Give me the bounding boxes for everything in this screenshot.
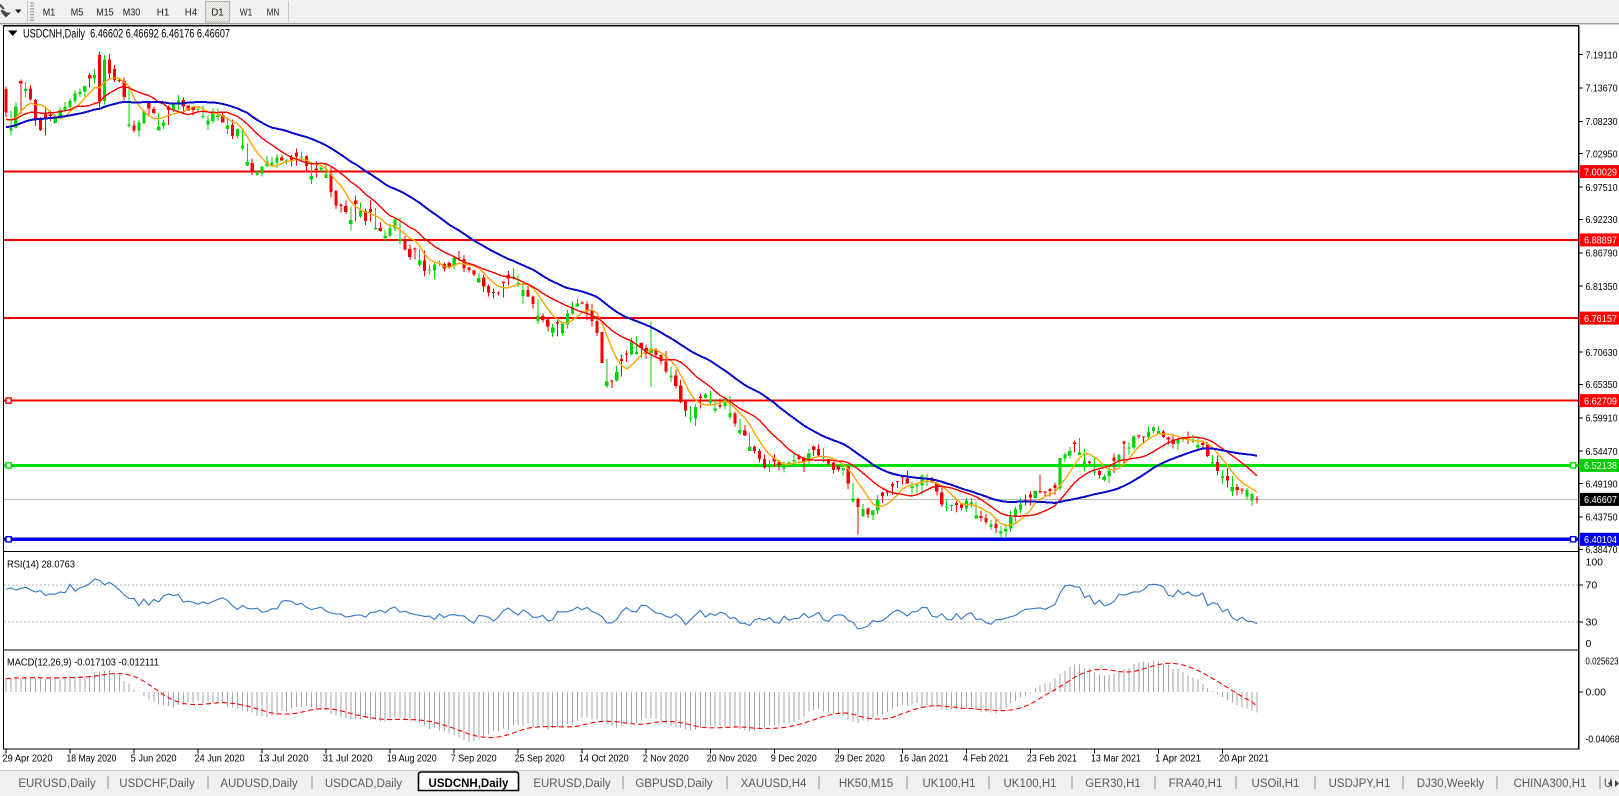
- svg-text:FRA40,H1: FRA40,H1: [1169, 778, 1223, 790]
- svg-text:M30: M30: [123, 7, 141, 19]
- svg-text:MACD(12,26,9) -0.017103 -0.012: MACD(12,26,9) -0.017103 -0.012111: [7, 657, 159, 669]
- svg-text:USDCHF,Daily: USDCHF,Daily: [119, 778, 195, 790]
- svg-text:CHINA300,H1: CHINA300,H1: [1514, 778, 1587, 790]
- svg-text:5 Jun 2020: 5 Jun 2020: [131, 753, 177, 765]
- svg-text:29 Apr 2020: 29 Apr 2020: [3, 753, 53, 765]
- svg-text:1 Apr 2021: 1 Apr 2021: [1155, 753, 1201, 765]
- svg-text:USDCAD,Daily: USDCAD,Daily: [325, 778, 403, 790]
- svg-text:EURUSD,Daily: EURUSD,Daily: [533, 778, 611, 790]
- svg-text:7.19110: 7.19110: [1586, 49, 1618, 61]
- svg-text:D1: D1: [211, 7, 224, 19]
- svg-text:14 Oct 2020: 14 Oct 2020: [579, 753, 629, 765]
- svg-text:MN: MN: [267, 7, 280, 19]
- svg-text:EURUSD,Daily: EURUSD,Daily: [18, 778, 96, 790]
- svg-text:70: 70: [1586, 580, 1598, 592]
- svg-text:6.97510: 6.97510: [1586, 182, 1618, 194]
- svg-text:7 Sep 2020: 7 Sep 2020: [451, 753, 497, 765]
- svg-text:6.62709: 6.62709: [1584, 395, 1617, 407]
- svg-text:0.025623: 0.025623: [1586, 656, 1619, 668]
- svg-text:DJ30,Weekly: DJ30,Weekly: [1417, 778, 1485, 790]
- svg-text:6.38470: 6.38470: [1586, 544, 1618, 556]
- svg-text:AUDUSD,Daily: AUDUSD,Daily: [220, 778, 298, 790]
- svg-text:XAUUSD,H4: XAUUSD,H4: [741, 778, 807, 790]
- svg-text:USDCNH,Daily: USDCNH,Daily: [429, 778, 509, 790]
- svg-text:23 Feb 2021: 23 Feb 2021: [1027, 753, 1077, 765]
- svg-text:7.08230: 7.08230: [1586, 116, 1618, 128]
- svg-text:6.43750: 6.43750: [1586, 512, 1618, 524]
- svg-text:0.00: 0.00: [1586, 687, 1607, 699]
- svg-text:M15: M15: [96, 7, 114, 19]
- svg-text:GER30,H1: GER30,H1: [1085, 778, 1141, 790]
- svg-text:-0.04068: -0.04068: [1586, 734, 1619, 746]
- svg-text:USOil,H1: USOil,H1: [1252, 778, 1300, 790]
- svg-text:6.65350: 6.65350: [1586, 379, 1618, 391]
- svg-text:18 May 2020: 18 May 2020: [67, 753, 117, 765]
- svg-text:6.86790: 6.86790: [1586, 248, 1618, 260]
- svg-text:29 Dec 2020: 29 Dec 2020: [835, 753, 885, 765]
- svg-text:6.81350: 6.81350: [1586, 281, 1618, 293]
- svg-text:M1: M1: [43, 7, 56, 19]
- svg-text:4 Feb 2021: 4 Feb 2021: [963, 753, 1009, 765]
- svg-text:UK100,H1: UK100,H1: [1003, 778, 1056, 790]
- svg-text:6.40104: 6.40104: [1584, 534, 1617, 546]
- svg-text:6.59910: 6.59910: [1586, 413, 1618, 425]
- svg-text:30: 30: [1586, 617, 1598, 629]
- svg-text:UK100,H1: UK100,H1: [922, 778, 975, 790]
- svg-text:20 Apr 2021: 20 Apr 2021: [1219, 753, 1269, 765]
- svg-text:16 Jan 2021: 16 Jan 2021: [899, 753, 949, 765]
- svg-text:6.76157: 6.76157: [1584, 313, 1617, 325]
- svg-text:9 Dec 2020: 9 Dec 2020: [771, 753, 817, 765]
- svg-text:7.13670: 7.13670: [1586, 83, 1618, 95]
- svg-text:7.02950: 7.02950: [1586, 149, 1618, 161]
- svg-text:13 Mar 2021: 13 Mar 2021: [1091, 753, 1141, 765]
- svg-text:24 Jun 2020: 24 Jun 2020: [195, 753, 245, 765]
- svg-text:RSI(14) 28.0763: RSI(14) 28.0763: [7, 559, 75, 571]
- svg-text:7.00029: 7.00029: [1584, 166, 1617, 178]
- svg-text:6.88897: 6.88897: [1584, 235, 1617, 247]
- svg-text:6.46607: 6.46607: [1584, 494, 1617, 506]
- svg-text:6.92230: 6.92230: [1586, 214, 1618, 226]
- svg-text:M5: M5: [71, 7, 84, 19]
- svg-text:6.52138: 6.52138: [1584, 460, 1617, 472]
- svg-text:USDJPY,H1: USDJPY,H1: [1329, 778, 1391, 790]
- svg-text:USDCNH,Daily 6.46602 6.46692: USDCNH,Daily 6.46602 6.46692 6.46176 6.4…: [23, 29, 230, 41]
- svg-text:19 Aug 2020: 19 Aug 2020: [387, 753, 437, 765]
- svg-text:H4: H4: [185, 7, 198, 19]
- svg-text:W1: W1: [240, 7, 253, 19]
- svg-text:20 Nov 2020: 20 Nov 2020: [707, 753, 757, 765]
- svg-text:U: U: [1604, 778, 1612, 790]
- svg-text:6.54470: 6.54470: [1586, 446, 1618, 458]
- svg-text:31 Jul 2020: 31 Jul 2020: [323, 753, 373, 765]
- svg-text:25 Sep 2020: 25 Sep 2020: [515, 753, 565, 765]
- svg-text:13 Jul 2020: 13 Jul 2020: [259, 753, 309, 765]
- svg-text:100: 100: [1586, 557, 1604, 569]
- svg-text:H1: H1: [157, 7, 170, 19]
- svg-text:2 Nov 2020: 2 Nov 2020: [643, 753, 689, 765]
- svg-text:6.70630: 6.70630: [1586, 347, 1618, 359]
- svg-text:6.49190: 6.49190: [1586, 478, 1618, 490]
- svg-text:GBPUSD,Daily: GBPUSD,Daily: [635, 778, 713, 790]
- svg-text:0: 0: [1586, 638, 1592, 650]
- svg-text:HK50,M15: HK50,M15: [839, 778, 893, 790]
